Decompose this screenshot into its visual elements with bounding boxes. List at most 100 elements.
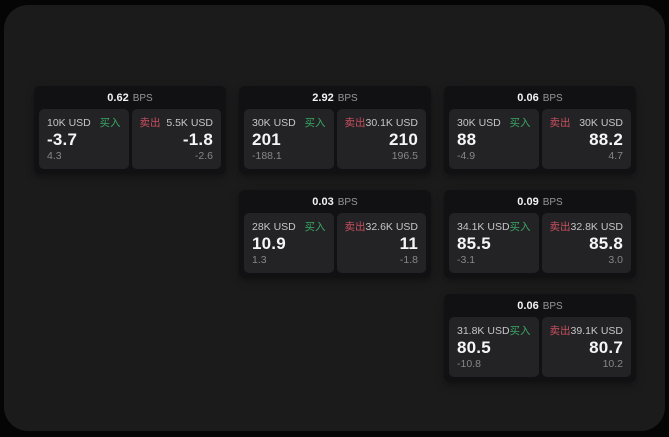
bps-unit-label: BPS bbox=[542, 300, 563, 312]
sell-button[interactable]: 卖出 bbox=[139, 117, 161, 129]
buy-button[interactable]: 买入 bbox=[99, 117, 121, 129]
sell-value: 88.2 bbox=[589, 130, 623, 149]
buy-delta: -4.9 bbox=[457, 150, 476, 162]
buy-button[interactable]: 买入 bbox=[304, 117, 326, 129]
quote-card: 2.92 BPS 30K USD 买入 201 -188.1 卖出 30.1K … bbox=[239, 86, 431, 174]
quote-card: 0.06 BPS 30K USD 买入 88 -4.9 卖出 30K USD 8… bbox=[444, 86, 636, 174]
sell-cell[interactable]: 卖出 30.1K USD 210 196.5 bbox=[336, 109, 426, 169]
bps-value: 0.62 bbox=[107, 92, 129, 104]
sell-cell[interactable]: 卖出 32.8K USD 85.8 3.0 bbox=[541, 213, 631, 273]
buy-value: 88 bbox=[457, 130, 477, 149]
buy-delta: -188.1 bbox=[252, 150, 282, 162]
quote-card: 0.06 BPS 31.8K USD 买入 80.5 -10.8 卖出 39.1… bbox=[444, 294, 636, 382]
sell-value: 11 bbox=[399, 234, 418, 253]
buy-amount: 30K USD bbox=[457, 116, 501, 129]
buy-value: 201 bbox=[252, 130, 281, 149]
card-cells: 34.1K USD 买入 85.5 -3.1 卖出 32.8K USD 85.8… bbox=[449, 213, 631, 273]
card-cells: 10K USD 买入 -3.7 4.3 卖出 5.5K USD -1.8 -2.… bbox=[39, 109, 221, 169]
sell-delta: 3.0 bbox=[608, 254, 623, 266]
sell-value: 80.7 bbox=[589, 338, 623, 357]
sell-amount: 30.1K USD bbox=[365, 116, 419, 129]
buy-cell[interactable]: 28K USD 买入 10.9 1.3 bbox=[244, 213, 334, 273]
bps-unit-label: BPS bbox=[542, 196, 563, 208]
bps-value: 0.06 bbox=[517, 300, 539, 312]
buy-cell[interactable]: 10K USD 买入 -3.7 4.3 bbox=[39, 109, 129, 169]
buy-button[interactable]: 买入 bbox=[304, 221, 326, 233]
card-header: 0.06 BPS bbox=[449, 299, 631, 313]
buy-button[interactable]: 买入 bbox=[509, 117, 531, 129]
buy-delta: -3.1 bbox=[457, 254, 476, 266]
sell-button[interactable]: 卖出 bbox=[344, 117, 366, 129]
buy-delta: 4.3 bbox=[47, 150, 62, 162]
sell-cell[interactable]: 卖出 5.5K USD -1.8 -2.6 bbox=[131, 109, 221, 169]
sell-cell[interactable]: 卖出 30K USD 88.2 4.7 bbox=[541, 109, 631, 169]
bps-unit-label: BPS bbox=[132, 92, 153, 104]
sell-button[interactable]: 卖出 bbox=[549, 221, 571, 233]
buy-cell-top: 30K USD 买入 bbox=[457, 115, 531, 130]
card-header: 0.06 BPS bbox=[449, 91, 631, 105]
card-cells: 28K USD 买入 10.9 1.3 卖出 32.6K USD 11 -1.8 bbox=[244, 213, 426, 273]
sell-amount: 30K USD bbox=[579, 116, 623, 129]
bps-unit-label: BPS bbox=[337, 92, 358, 104]
bps-value: 2.92 bbox=[312, 92, 334, 104]
bps-value: 0.03 bbox=[312, 196, 334, 208]
sell-cell[interactable]: 卖出 32.6K USD 11 -1.8 bbox=[336, 213, 426, 273]
sell-value: 85.8 bbox=[589, 234, 623, 253]
buy-value: 80.5 bbox=[457, 338, 491, 357]
buy-cell-top: 28K USD 买入 bbox=[252, 219, 326, 234]
bps-unit-label: BPS bbox=[542, 92, 563, 104]
buy-cell[interactable]: 34.1K USD 买入 85.5 -3.1 bbox=[449, 213, 539, 273]
sell-value: 210 bbox=[389, 130, 418, 149]
card-header: 0.09 BPS bbox=[449, 195, 631, 209]
quote-card: 0.09 BPS 34.1K USD 买入 85.5 -3.1 卖出 32.8K… bbox=[444, 190, 636, 278]
sell-button[interactable]: 卖出 bbox=[549, 325, 571, 337]
buy-delta: -10.8 bbox=[457, 358, 481, 370]
sell-cell-top: 卖出 5.5K USD bbox=[140, 115, 214, 130]
card-cells: 30K USD 买入 201 -188.1 卖出 30.1K USD 210 1… bbox=[244, 109, 426, 169]
sell-value: -1.8 bbox=[182, 130, 213, 149]
card-cells: 30K USD 买入 88 -4.9 卖出 30K USD 88.2 4.7 bbox=[449, 109, 631, 169]
buy-cell-top: 34.1K USD 买入 bbox=[457, 219, 531, 234]
buy-value: 85.5 bbox=[457, 234, 491, 253]
cards-grid: 0.62 BPS 10K USD 买入 -3.7 4.3 卖出 5.5K USD… bbox=[34, 86, 636, 382]
buy-cell[interactable]: 30K USD 买入 201 -188.1 bbox=[244, 109, 334, 169]
sell-cell-top: 卖出 32.8K USD bbox=[550, 219, 624, 234]
sell-button[interactable]: 卖出 bbox=[344, 221, 366, 233]
quote-card: 0.03 BPS 28K USD 买入 10.9 1.3 卖出 32.6K US… bbox=[239, 190, 431, 278]
bps-value: 0.06 bbox=[517, 92, 539, 104]
buy-button[interactable]: 买入 bbox=[509, 325, 531, 337]
buy-cell[interactable]: 30K USD 买入 88 -4.9 bbox=[449, 109, 539, 169]
sell-cell-top: 卖出 39.1K USD bbox=[550, 323, 624, 338]
sell-amount: 32.6K USD bbox=[365, 220, 419, 233]
buy-cell-top: 30K USD 买入 bbox=[252, 115, 326, 130]
buy-amount: 10K USD bbox=[47, 116, 91, 129]
bps-value: 0.09 bbox=[517, 196, 539, 208]
card-cells: 31.8K USD 买入 80.5 -10.8 卖出 39.1K USD 80.… bbox=[449, 317, 631, 377]
bps-unit-label: BPS bbox=[337, 196, 358, 208]
buy-amount: 31.8K USD bbox=[457, 324, 510, 337]
buy-cell[interactable]: 31.8K USD 买入 80.5 -10.8 bbox=[449, 317, 539, 377]
buy-amount: 30K USD bbox=[252, 116, 296, 129]
card-header: 2.92 BPS bbox=[244, 91, 426, 105]
sell-delta: -1.8 bbox=[399, 254, 418, 266]
buy-button[interactable]: 买入 bbox=[509, 221, 531, 233]
sell-delta: 10.2 bbox=[602, 358, 623, 370]
sell-cell-top: 卖出 30K USD bbox=[550, 115, 624, 130]
buy-cell-top: 10K USD 买入 bbox=[47, 115, 121, 130]
sell-delta: 196.5 bbox=[391, 150, 418, 162]
buy-delta: 1.3 bbox=[252, 254, 267, 266]
sell-delta: -2.6 bbox=[194, 150, 213, 162]
card-header: 0.62 BPS bbox=[39, 91, 221, 105]
sell-button[interactable]: 卖出 bbox=[549, 117, 571, 129]
sell-cell-top: 卖出 30.1K USD bbox=[345, 115, 419, 130]
sell-delta: 4.7 bbox=[608, 150, 623, 162]
sell-cell-top: 卖出 32.6K USD bbox=[345, 219, 419, 234]
buy-value: 10.9 bbox=[252, 234, 286, 253]
quote-card: 0.62 BPS 10K USD 买入 -3.7 4.3 卖出 5.5K USD… bbox=[34, 86, 226, 174]
sell-cell[interactable]: 卖出 39.1K USD 80.7 10.2 bbox=[541, 317, 631, 377]
card-header: 0.03 BPS bbox=[244, 195, 426, 209]
buy-cell-top: 31.8K USD 买入 bbox=[457, 323, 531, 338]
buy-amount: 34.1K USD bbox=[457, 220, 510, 233]
sell-amount: 39.1K USD bbox=[570, 324, 624, 337]
sell-amount: 32.8K USD bbox=[570, 220, 624, 233]
